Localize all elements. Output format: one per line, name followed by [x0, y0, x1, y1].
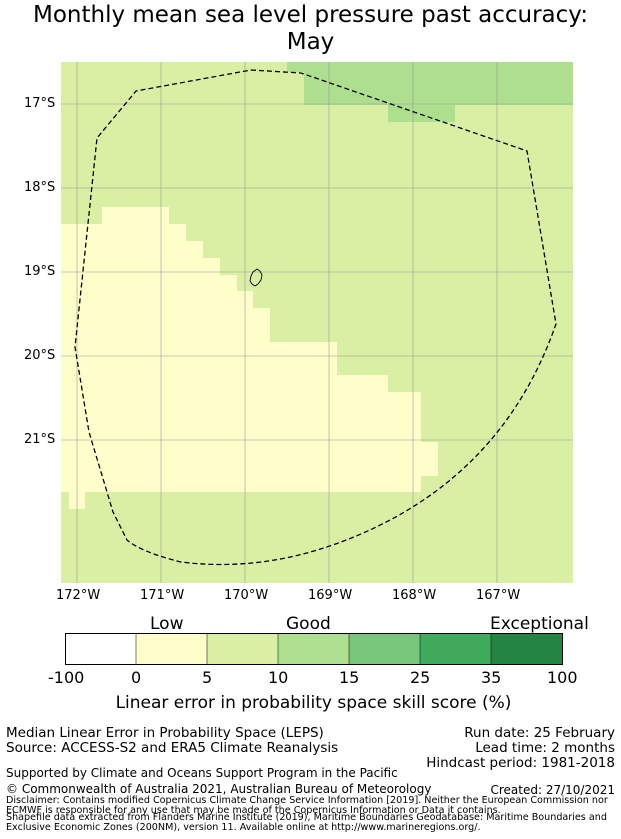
cb-tick-10: 10 [268, 668, 289, 687]
region-low-skill [61, 207, 438, 509]
lead-time: Lead time: 2 months [475, 740, 615, 756]
footer-source: Source: ACCESS-S2 and ERA5 Climate Reana… [6, 740, 339, 756]
disclaimer-line-1: Disclaimer: Contains modified Copernicus… [6, 795, 608, 806]
colorbar-seg-5-10 [207, 633, 278, 665]
cb-tick-0: 0 [131, 668, 142, 687]
niue-island [249, 268, 263, 287]
colorbar-seg-10-15 [278, 633, 349, 665]
colorbar-seg-0-5 [136, 633, 207, 665]
lat-label-18s: 18°S [24, 180, 56, 195]
colorbar-seg-15-25 [349, 633, 420, 665]
lon-label-168w: 168°W [392, 588, 437, 603]
category-exceptional: Exceptional [490, 614, 589, 634]
lon-label-167w: 167°W [476, 588, 521, 603]
footer-copyright: © Commonwealth of Australia 2021, Austra… [6, 782, 432, 796]
title-line-1: Monthly mean sea level pressure past acc… [33, 2, 588, 28]
region-good-plus [287, 62, 573, 122]
lon-label-169w: 169°W [308, 588, 353, 603]
lat-label-17s: 17°S [24, 96, 56, 111]
hindcast-period: Hindcast period: 1981-2018 [426, 755, 615, 771]
category-low: Low [150, 614, 184, 634]
title-line-2: May [286, 29, 335, 55]
cb-tick-35: 35 [481, 668, 502, 687]
graticule [61, 62, 573, 583]
lon-label-171w: 171°W [140, 588, 185, 603]
colorbar-title: Linear error in probability space skill … [115, 693, 512, 713]
footer-method: Median Linear Error in Probability Space… [6, 725, 324, 741]
lon-label-172w: 172°W [56, 588, 101, 603]
lat-label-21s: 21°S [24, 432, 56, 447]
colorbar-seg-neg100-0 [65, 633, 136, 665]
lon-label-170w: 170°W [224, 588, 269, 603]
cb-tick-100: 100 [547, 668, 578, 687]
footer-support: Supported by Climate and Oceans Support … [6, 766, 398, 780]
disclaimer-line-2: ECMWF is responsible for any use that ma… [6, 805, 501, 816]
cb-tick-neg100: -100 [48, 668, 85, 687]
category-good: Good [286, 614, 331, 634]
colorbar-seg-35-100 [491, 633, 563, 665]
colorbar [65, 633, 563, 665]
skill-map [61, 62, 573, 583]
disclaimer-line-4: Exclusive Economic Zones (200NM), versio… [6, 822, 481, 833]
chart-title: Monthly mean sea level pressure past acc… [0, 2, 621, 56]
cb-tick-25: 25 [410, 668, 431, 687]
lat-label-19s: 19°S [24, 264, 56, 279]
run-date: Run date: 25 February [464, 725, 615, 741]
colorbar-seg-25-35 [420, 633, 491, 665]
cb-tick-15: 15 [339, 668, 360, 687]
lat-label-20s: 20°S [24, 348, 56, 363]
created-date: Created: 27/10/2021 [490, 783, 615, 797]
disclaimer-line-3: Shapefile data extracted from Flanders M… [6, 812, 607, 823]
cb-tick-5: 5 [202, 668, 213, 687]
